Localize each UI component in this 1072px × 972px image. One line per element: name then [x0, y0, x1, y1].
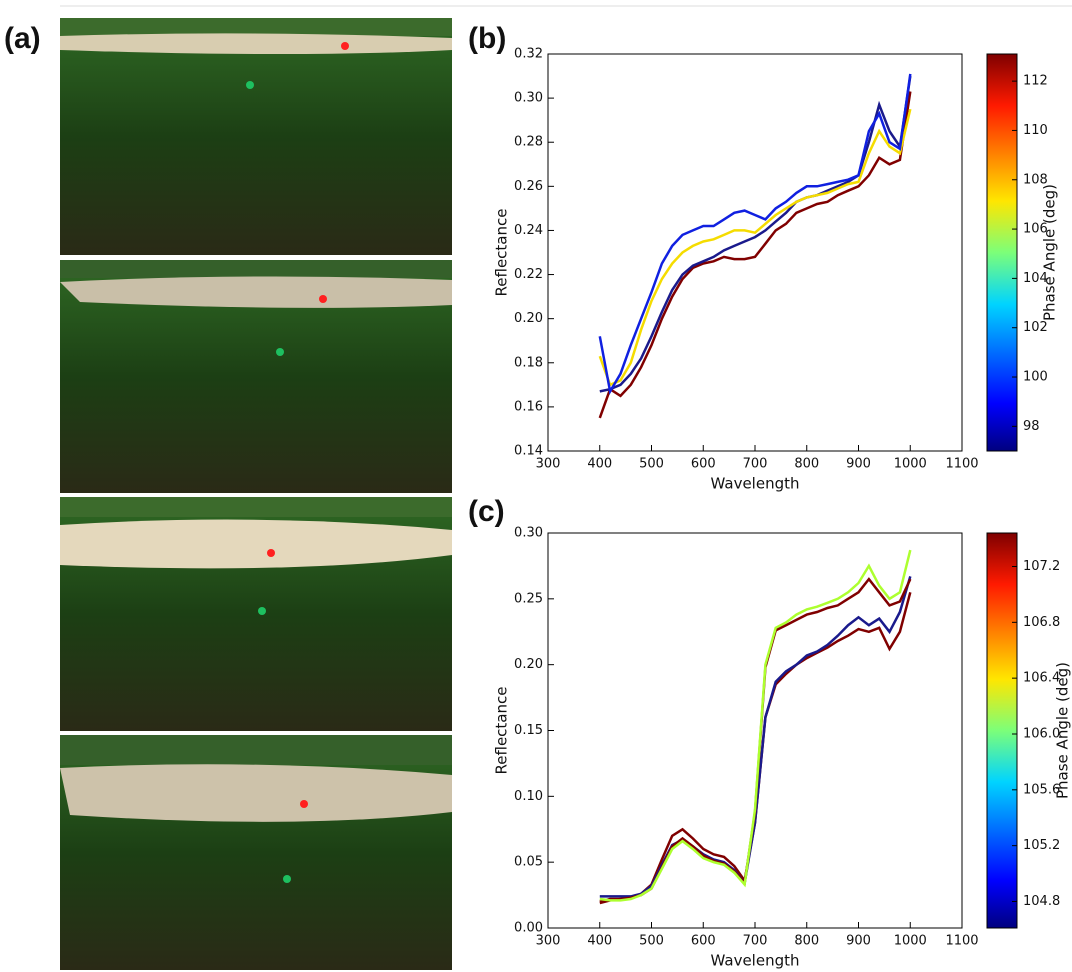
series-line — [599, 549, 912, 902]
x-tick-label: 1000 — [894, 457, 927, 472]
colorbar-tick-label: 106.0 — [1023, 726, 1060, 741]
series-line — [599, 591, 912, 905]
y-tick-label: 0.20 — [514, 311, 543, 326]
photo-2 — [60, 260, 452, 493]
colorbar-tick-label: 106 — [1023, 222, 1048, 237]
y-tick-label: 0.00 — [514, 921, 543, 936]
x-tick-label: 500 — [639, 934, 664, 949]
y-axis-label: Reflectance — [493, 209, 511, 297]
x-tick-label: 600 — [691, 934, 716, 949]
colorbar-tick-label: 104 — [1023, 271, 1048, 286]
photo-3 — [60, 497, 452, 731]
colorbar-tick-label: 100 — [1023, 370, 1048, 385]
y-tick-label: 0.22 — [514, 267, 543, 282]
series-line — [598, 108, 912, 387]
x-tick-label: 500 — [639, 457, 664, 472]
x-tick-label: 600 — [691, 457, 716, 472]
series-line — [599, 577, 912, 903]
colorbar-label: Phase Angle (deg) — [1054, 662, 1072, 799]
colorbar-label: Phase Angle (deg) — [1041, 184, 1059, 321]
colorbar-tick-label: 110 — [1023, 123, 1048, 138]
y-tick-label: 0.15 — [514, 723, 543, 738]
y-axis-label: Reflectance — [493, 687, 511, 775]
y-tick-label: 0.14 — [514, 444, 543, 459]
x-axis-label: Wavelength — [711, 952, 800, 970]
series-line — [599, 576, 912, 898]
panel-label: (a) — [4, 22, 41, 55]
colorbar — [986, 532, 1018, 929]
x-tick-label: 1100 — [945, 457, 978, 472]
colorbar-tick-label: 105.2 — [1023, 838, 1060, 853]
colorbar-tick-label: 108 — [1023, 172, 1048, 187]
panel-label: (b) — [468, 22, 506, 55]
photo-1 — [60, 18, 452, 255]
colorbar-tick-label: 98 — [1023, 419, 1040, 434]
colorbar — [986, 53, 1018, 452]
colorbar-tick-label: 112 — [1023, 74, 1048, 89]
x-tick-label: 400 — [587, 457, 612, 472]
x-tick-label: 300 — [536, 934, 561, 949]
y-tick-label: 0.10 — [514, 789, 543, 804]
x-tick-label: 800 — [794, 934, 819, 949]
x-tick-label: 900 — [846, 934, 871, 949]
y-tick-label: 0.25 — [514, 591, 543, 606]
colorbar-tick-label: 104.8 — [1023, 894, 1060, 909]
x-tick-label: 400 — [587, 934, 612, 949]
y-tick-label: 0.24 — [514, 223, 543, 238]
series-line — [598, 91, 912, 419]
x-tick-label: 1100 — [945, 934, 978, 949]
y-tick-label: 0.18 — [514, 355, 543, 370]
x-tick-label: 1000 — [894, 934, 927, 949]
x-tick-label: 300 — [536, 457, 561, 472]
colorbar-tick-label: 105.6 — [1023, 782, 1060, 797]
y-tick-label: 0.30 — [514, 91, 543, 106]
y-tick-label: 0.26 — [514, 179, 543, 194]
x-tick-label: 700 — [743, 457, 768, 472]
colorbar-tick-label: 106.8 — [1023, 615, 1060, 630]
y-tick-label: 0.30 — [514, 526, 543, 541]
panel-label: (c) — [468, 495, 505, 528]
y-tick-label: 0.16 — [514, 399, 543, 414]
series-line — [598, 73, 912, 395]
y-tick-label: 0.28 — [514, 135, 543, 150]
x-tick-label: 700 — [743, 934, 768, 949]
y-tick-label: 0.20 — [514, 657, 543, 672]
x-axis-label: Wavelength — [711, 475, 800, 493]
x-tick-label: 800 — [794, 457, 819, 472]
y-tick-label: 0.32 — [514, 47, 543, 62]
y-tick-label: 0.05 — [514, 855, 543, 870]
photo-4 — [60, 735, 452, 970]
colorbar-tick-label: 107.2 — [1023, 559, 1060, 574]
x-tick-label: 900 — [846, 457, 871, 472]
colorbar-tick-label: 106.4 — [1023, 671, 1060, 686]
colorbar-tick-label: 102 — [1023, 320, 1048, 335]
